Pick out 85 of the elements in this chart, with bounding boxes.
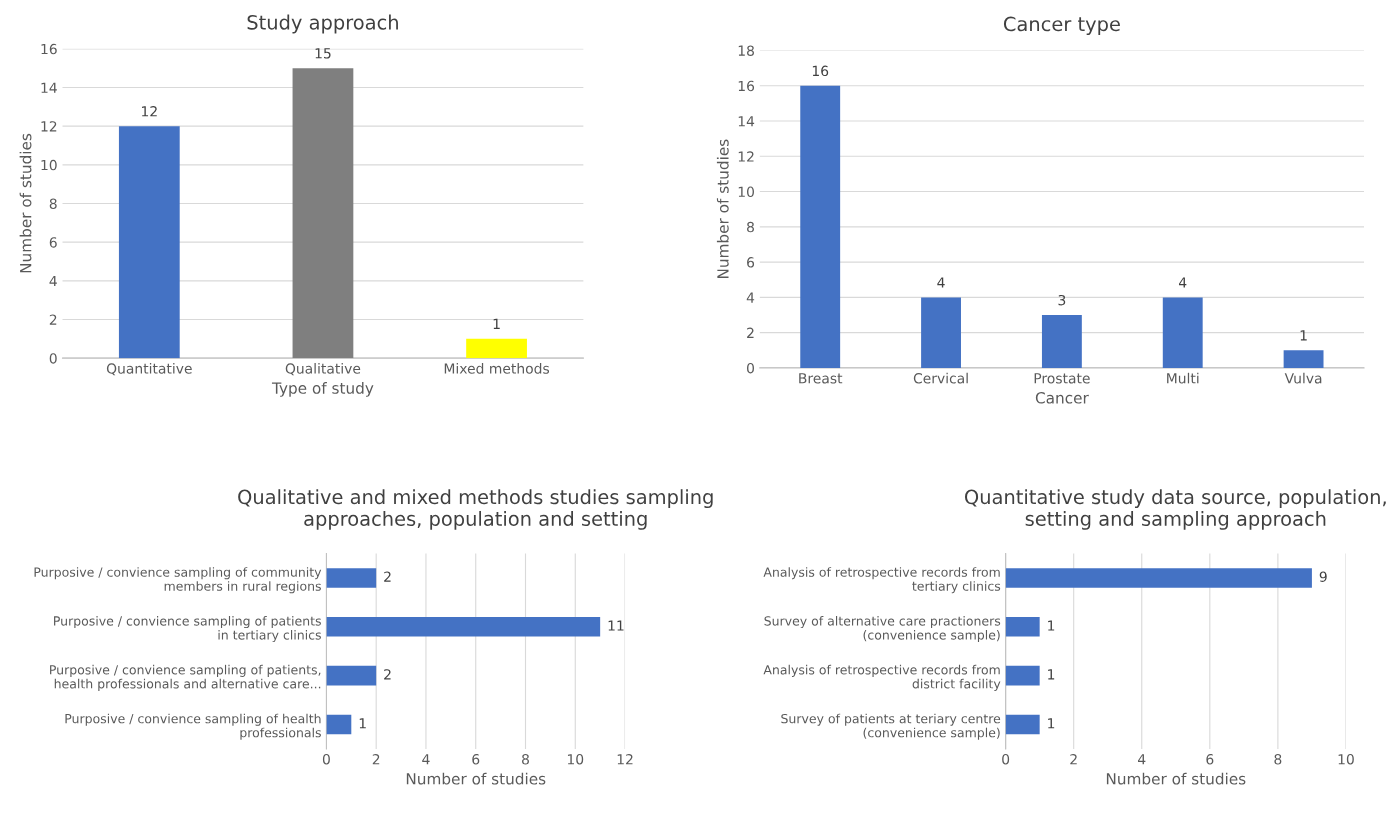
x-tick-label: Prostate — [1034, 373, 1090, 384]
bar — [118, 126, 180, 359]
x-tick-label: 6 — [472, 753, 480, 765]
y-tick-label: 2 — [747, 327, 754, 338]
bar — [921, 297, 961, 368]
bar — [326, 665, 377, 686]
x-tick-label: 2 — [372, 753, 380, 765]
y-axis-title: Number of studies — [716, 139, 729, 279]
y-tick-label: 6 — [747, 257, 755, 268]
chart-title: Study approach — [247, 14, 398, 34]
bar — [326, 617, 601, 637]
x-axis-title: Number of studies — [406, 772, 546, 785]
x-tick-label: Qualitative — [285, 363, 361, 376]
x-tick-label: Mixed methods — [444, 363, 550, 374]
data-label: 1 — [359, 718, 366, 729]
data-label: 1 — [1300, 330, 1307, 341]
chart-title: Cancer type — [1003, 16, 1120, 36]
data-label: 1 — [1048, 718, 1055, 729]
x-axis-title: Cancer — [1035, 392, 1089, 404]
data-label: 2 — [384, 571, 391, 582]
bar — [1283, 350, 1324, 368]
data-label: 4 — [937, 277, 945, 288]
y-tick-label: 4 — [49, 275, 57, 287]
x-tick-label: 10 — [1338, 753, 1354, 765]
chart-title: Qualitative and mixed methods studies sampling approaches, population and setting — [238, 489, 713, 530]
y-tick-label: Survey of alternative care practioners (convenience sample) — [764, 615, 1001, 643]
data-label: 2 — [384, 669, 391, 680]
x-tick-label: 4 — [1138, 754, 1146, 765]
y-tick-label: 14 — [41, 82, 57, 93]
y-tick-label: 6 — [49, 237, 57, 248]
x-tick-label: 8 — [522, 753, 529, 765]
y-tick-label: 8 — [49, 198, 57, 209]
x-tick-label: Multi — [1167, 372, 1199, 384]
x-tick-label: 10 — [567, 753, 584, 765]
y-tick-label: Purposive / convience sampling of community members in rural regions — [34, 567, 322, 594]
data-label: 15 — [315, 48, 331, 59]
data-label: 16 — [812, 65, 829, 77]
data-label: 11 — [608, 620, 624, 631]
x-axis-title: Number of studies — [1106, 772, 1246, 785]
x-tick-label: Vulva — [1284, 372, 1322, 384]
x-tick-label: 12 — [617, 753, 633, 765]
bar — [466, 338, 527, 359]
x-tick-label: 4 — [422, 754, 430, 765]
x-tick-label: Quantitative — [106, 363, 192, 376]
data-label: 12 — [142, 106, 157, 117]
bar — [1162, 297, 1203, 368]
x-tick-label: 0 — [322, 753, 330, 765]
y-tick-label: 18 — [738, 45, 754, 56]
y-tick-label: 12 — [738, 151, 754, 162]
x-tick-label: 2 — [1070, 753, 1077, 765]
data-label: 1 — [1048, 669, 1055, 680]
data-label: 1 — [493, 318, 500, 329]
x-tick-label: 0 — [1002, 753, 1010, 765]
bar — [292, 68, 354, 359]
y-axis-title: Number of studies — [19, 133, 32, 273]
x-tick-label: Breast — [799, 373, 843, 384]
bar — [326, 714, 352, 735]
y-tick-label: 16 — [41, 43, 57, 55]
x-tick-label: 8 — [1274, 753, 1282, 765]
x-axis-title: Type of study — [271, 382, 374, 397]
chart-title: Quantitative study data source, population, setting and sampling approach — [965, 489, 1386, 530]
y-tick-label: 2 — [49, 314, 57, 325]
y-tick-label: 10 — [41, 159, 57, 171]
y-tick-label: 14 — [738, 116, 755, 127]
y-tick-label: 12 — [41, 121, 57, 132]
data-label: 1 — [1048, 620, 1055, 631]
bar — [326, 568, 377, 588]
y-tick-label: 16 — [738, 80, 755, 92]
x-tick-label: Cervical — [913, 372, 968, 384]
x-tick-label: 6 — [1206, 753, 1214, 765]
y-tick-label: 8 — [747, 221, 754, 233]
y-tick-label: Analysis of retrospective records from district facility — [763, 664, 1001, 691]
data-label: 3 — [1058, 294, 1066, 306]
y-tick-label: 0 — [49, 353, 57, 364]
y-tick-label: 10 — [738, 186, 754, 198]
y-tick-label: Purposive / convience sampling of patients in tertiary clinics — [54, 615, 321, 643]
y-tick-label: Survey of patients at teriary centre (convenience sample) — [781, 713, 1001, 740]
y-tick-label: Analysis of retrospective records from tertiary clinics — [763, 567, 1001, 594]
data-label: 4 — [1178, 277, 1187, 288]
bar — [800, 85, 841, 368]
bar — [1041, 315, 1082, 368]
data-label: 9 — [1319, 571, 1327, 582]
y-tick-label: 4 — [746, 292, 755, 303]
y-tick-label: Purposive / convience sampling of patients, health professionals and alternative care... — [50, 664, 321, 691]
y-tick-label: Purposive / convience sampling of health professionals — [65, 713, 321, 740]
